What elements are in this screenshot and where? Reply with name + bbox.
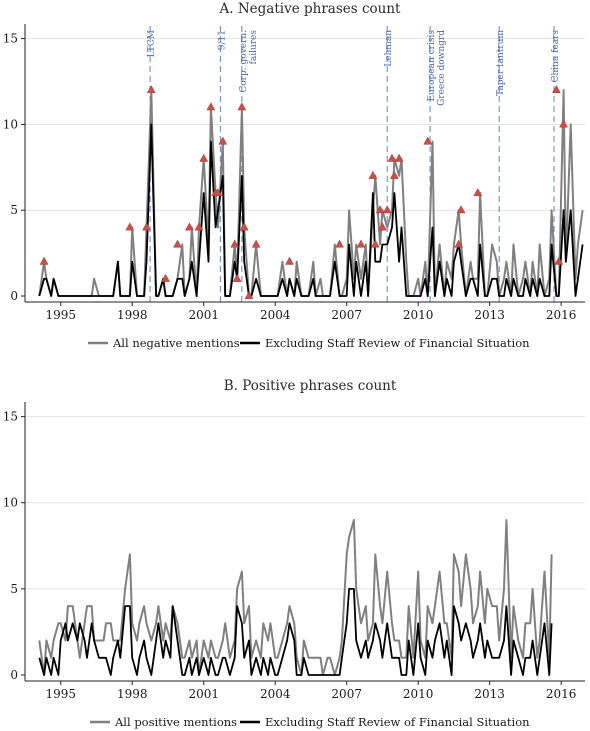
series-line-excluding [38,588,553,676]
peak-marker [146,85,156,94]
peak-marker [473,188,483,197]
x-tick-label: 2016 [546,687,577,701]
peak-marker [39,256,49,265]
peak-marker [387,153,397,162]
x-tick-label: 2001 [188,308,219,322]
y-tick-label: 15 [3,32,18,46]
legend-b-black-label: Excluding Staff Review of Financial Situ… [265,715,530,729]
panel-a-axes: 0 5 10 15 1995 1998 2001 2004 2007 2010 2013 2016 [3,24,585,322]
peak-marker [356,239,366,248]
x-tick-label: 2010 [403,687,434,701]
x-tick-label: 2016 [546,308,577,322]
peak-marker [375,205,385,214]
panel-a-grid [25,38,585,211]
legend-a-gray-label: All negative mentions [112,336,240,350]
y-tick-label: 10 [3,496,18,510]
peak-marker [551,85,561,94]
peak-marker [559,119,568,128]
x-tick-label: 1995 [45,687,76,701]
peak-marker [194,222,204,231]
peak-marker [251,239,261,248]
peak-marker [142,222,151,231]
peak-marker [232,273,242,282]
peak-marker [368,170,378,179]
peak-marker [423,136,433,145]
peak-marker [199,153,209,162]
y-tick-label: 0 [10,668,18,682]
panel-b-title: B. Positive phrases count [224,378,397,394]
peak-marker [237,102,247,111]
event-label: Greece downgrd [437,30,447,106]
peak-marker [335,239,344,248]
panel-positive: B. Positive phrases count 0 5 10 15 1995 1998… [3,378,585,729]
x-tick-label: 2007 [331,308,362,322]
panel-a-legend: All negative mentions Excluding Staff Re… [88,336,530,350]
peak-marker [454,239,464,248]
peak-marker [239,222,249,231]
event-label: failures [249,30,259,65]
x-tick-label: 2013 [474,308,505,322]
peak-marker [285,256,294,265]
peak-marker [125,222,135,231]
peak-marker [185,222,194,231]
peak-marker [206,102,216,111]
y-tick-label: 0 [10,289,18,303]
panel-negative: A. Negative phrases count LTCM 9/11 Corp. … [3,1,585,350]
panel-b-grid [25,416,585,590]
x-tick-label: 1995 [45,308,76,322]
x-tick-label: 2001 [188,687,219,701]
event-label: China fears [551,30,561,83]
series-line-all [38,89,584,297]
x-tick-label: 1998 [117,687,148,701]
event-label: Corp. govern. [239,30,249,93]
peak-marker [456,205,466,214]
event-label: European crisis [427,30,437,102]
event-label: Taper tantrum [496,30,506,96]
x-tick-label: 1998 [117,308,148,322]
peak-marker [554,256,564,265]
peak-marker [218,136,228,145]
x-tick-label: 2004 [260,308,291,322]
panel-b-axes: 0 5 10 15 1995 1998 2001 2004 2007 2010 2013 2016 [3,402,585,701]
event-label: 9/11 [217,30,227,50]
event-label: Lehman [384,30,394,67]
x-tick-label: 2013 [474,687,505,701]
x-tick-label: 2004 [260,687,291,701]
panel-a-title: A. Negative phrases count [219,1,402,17]
y-tick-label: 5 [10,203,18,217]
series-line-excluding [38,123,584,297]
legend-b-gray-label: All positive mentions [114,715,237,729]
peak-marker [213,188,223,197]
peak-marker [378,222,387,231]
y-tick-label: 10 [3,117,18,131]
peak-marker [173,239,182,248]
peak-marker [389,170,399,179]
peak-marker [370,239,380,248]
y-tick-label: 15 [3,410,18,424]
panel-b-legend: All positive mentions Excluding Staff Re… [90,715,530,729]
peak-marker [244,290,254,300]
event-label: LTCM [147,30,157,57]
panel-b-series [38,519,553,676]
panel-a-series [38,85,584,300]
legend-a-black-label: Excluding Staff Review of Financial Situ… [265,336,530,350]
peak-marker [382,205,392,214]
y-tick-label: 5 [10,582,18,596]
x-tick-label: 2010 [403,308,434,322]
peak-marker [161,273,171,282]
peak-marker [394,153,404,162]
x-tick-label: 2007 [331,687,362,701]
peak-marker [230,239,240,248]
series-line-all [38,519,553,676]
